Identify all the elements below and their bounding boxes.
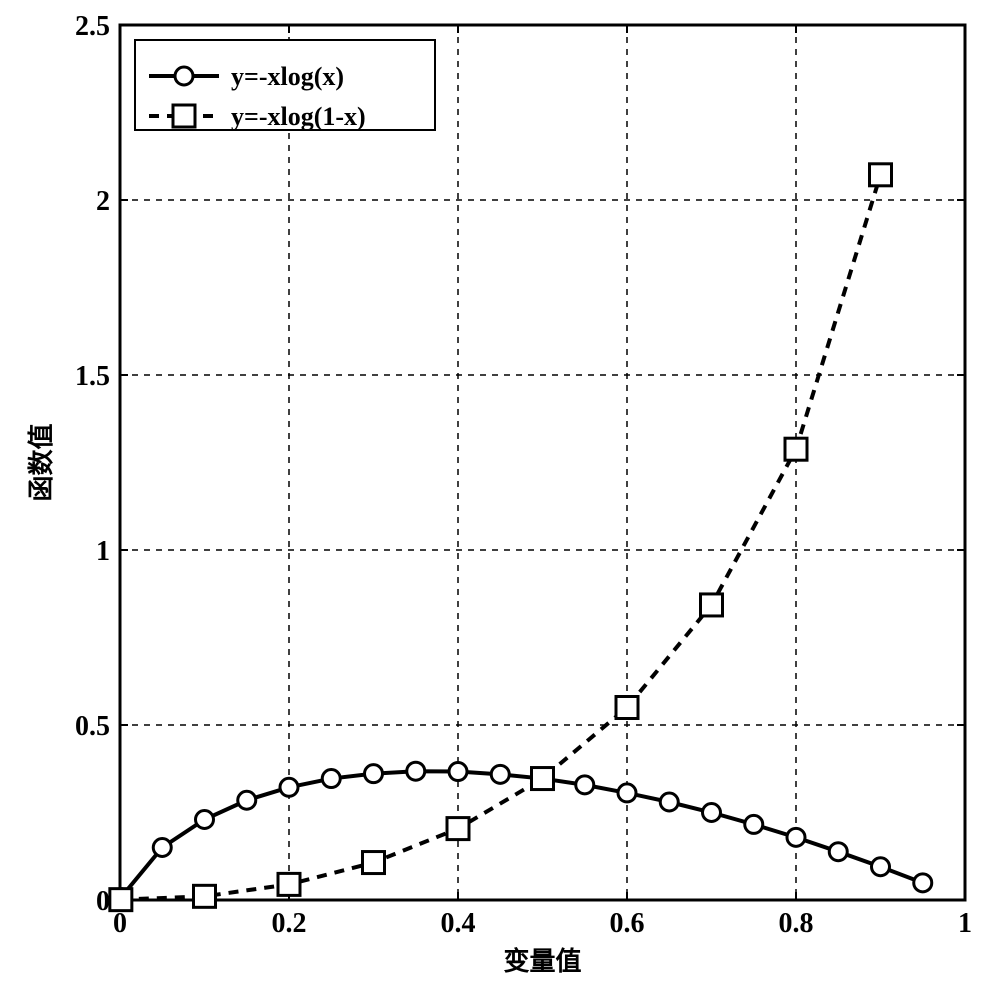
legend: y=-xlog(x) y=-xlog(1-x) [135,40,435,131]
x-tick-label: 0.6 [610,908,645,939]
y-tick-label: 0.5 [75,711,110,742]
legend-label: y=-xlog(x) [231,62,344,91]
y-tick-label: 0 [96,886,110,917]
y-tick-label: 2.5 [75,11,110,42]
x-tick-label: 0.2 [272,908,307,939]
y-tick-label: 1 [96,536,110,567]
legend-label: y=-xlog(1-x) [231,102,366,131]
y-tick-label: 1.5 [75,361,110,392]
x-tick-label: 0.4 [441,908,476,939]
chart-container: 0 0.2 0.4 0.6 0.8 1 0 0.5 1 1.5 2 2.5 变量值 函数值 y=-xlog(… [0,0,1000,986]
chart-background [0,0,1000,986]
y-tick-label: 2 [96,186,110,217]
y-axis-title: 函数值 [27,423,56,501]
x-axis-title: 变量值 [503,946,581,976]
line-chart: 0 0.2 0.4 0.6 0.8 1 0 0.5 1 1.5 2 2.5 变量值 函数值 y=-xlog(… [0,0,1000,986]
x-tick-label: 0.8 [779,908,814,939]
x-tick-label: 0 [113,908,127,939]
x-tick-label: 1 [958,908,972,939]
